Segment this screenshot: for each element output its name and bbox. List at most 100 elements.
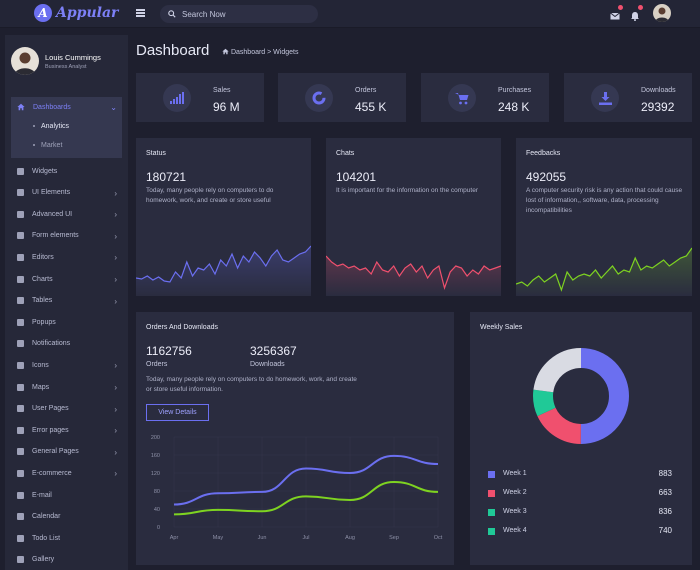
tables-icon — [17, 297, 24, 305]
sidebar-item-maps[interactable]: Maps › — [17, 380, 117, 394]
ui-elements-icon — [17, 189, 24, 197]
sidebar-item-popups[interactable]: Popups — [17, 315, 117, 329]
menu-icon[interactable] — [136, 9, 145, 17]
sidebar-item-label: Widgets — [32, 167, 58, 175]
card-title: Feedbacks — [526, 150, 561, 157]
sidebar-item-e-commerce[interactable]: E-commerce › — [17, 466, 117, 480]
sidebar-item-editors[interactable]: Editors › — [17, 250, 117, 264]
sparkline-area — [516, 248, 692, 296]
sidebar-item-label: User Pages — [32, 405, 69, 413]
bell-icon[interactable] — [630, 5, 643, 21]
legend-swatch — [488, 471, 495, 478]
sidebar-item-label: Editors — [32, 253, 54, 261]
user-name: Louis Cummings — [45, 52, 101, 62]
e-commerce-icon — [17, 469, 24, 477]
y-tick-label: 80 — [154, 489, 160, 495]
card-title: Weekly Sales — [480, 324, 523, 331]
card-title: Orders And Downloads — [146, 324, 218, 331]
logo[interactable]: A Appular — [34, 4, 118, 22]
sidebar-item-calendar[interactable]: Calendar — [17, 510, 117, 524]
profile-avatar — [11, 47, 39, 75]
avatar[interactable] — [653, 4, 671, 22]
x-tick-label: May — [213, 535, 224, 541]
stat-card-purchases: Purchases 248 K — [421, 73, 549, 122]
home-icon[interactable] — [222, 48, 229, 57]
feedbacks-sparkline — [516, 247, 692, 296]
sidebar-item-ui-elements[interactable]: UI Elements › — [17, 186, 117, 200]
breadcrumb-text: Dashboard > Widgets — [230, 49, 299, 56]
home-icon — [17, 103, 25, 111]
legend-swatch — [488, 528, 495, 535]
sidebar-item-charts[interactable]: Charts › — [17, 272, 117, 286]
y-tick-label: 40 — [154, 507, 160, 513]
stat-card-downloads: Downloads 29392 — [564, 73, 692, 122]
sidebar-item-dashboards[interactable]: Dashboards ⌄ — [17, 100, 117, 114]
orders-downloads-card: Orders And Downloads 1162756 Orders 3256… — [136, 312, 454, 565]
donut-slice-3 — [533, 348, 629, 444]
view-details-button[interactable]: View Details — [146, 404, 209, 421]
sidebar-item-error-pages[interactable]: Error pages › — [17, 423, 117, 437]
series-line-2 — [173, 480, 439, 516]
legend-item: Week 2 663 — [488, 488, 680, 500]
sidebar-item-widgets[interactable]: Widgets — [17, 164, 117, 178]
sidebar-item-form-elements[interactable]: Form elements › — [17, 229, 117, 243]
sidebar-item-label: Notifications — [32, 340, 71, 348]
legend-label: Week 4 — [503, 527, 527, 534]
cart-icon — [448, 84, 476, 112]
sidebar-item-gallery[interactable]: Gallery — [17, 553, 117, 567]
orders-value: 1162756 — [146, 344, 192, 358]
sparkline-line — [516, 247, 692, 292]
orders-line-chart: 0 40 80 120 160 200 Apr May Jun Jul Aug Sep Oct — [151, 435, 443, 541]
chevron-down-icon: ⌄ — [110, 103, 117, 112]
sidebar-item-label: Error pages — [32, 426, 69, 434]
y-tick-label: 0 — [157, 525, 160, 531]
sidebar-item-label: Gallery — [32, 556, 55, 564]
stat-value: 29392 — [641, 100, 675, 114]
legend-swatch — [488, 490, 495, 497]
sidebar-item-advanced-ui[interactable]: Advanced UI › — [17, 207, 117, 221]
sidebar-item-general-pages[interactable]: General Pages › — [17, 445, 117, 459]
sidebar-item-label: Calendar — [32, 513, 61, 521]
sidebar-item-label: Form elements — [32, 232, 79, 240]
sidebar-item-tables[interactable]: Tables › — [17, 294, 117, 308]
stat-value: 455 K — [355, 100, 387, 114]
user-profile[interactable]: Louis Cummings Business Analyst — [11, 47, 101, 75]
stat-card-orders: Orders 455 K — [278, 73, 406, 122]
sidebar-sub-market[interactable]: Market — [33, 142, 62, 149]
search-input[interactable]: Search Now — [160, 5, 318, 23]
card-description: Today, many people rely on computers to … — [146, 187, 274, 204]
stat-value: 96 M — [213, 100, 240, 114]
chevron-right-icon: › — [114, 426, 117, 436]
sidebar-item-label: E-commerce — [32, 469, 72, 477]
chevron-right-icon: › — [114, 275, 117, 284]
stat-value: 248 K — [498, 100, 530, 114]
sidebar-item-e-mail[interactable]: E-mail — [17, 488, 117, 502]
mail-icon[interactable] — [610, 5, 623, 20]
feedbacks-card: Feedbacks 492055 A computer security ris… — [516, 138, 692, 296]
sidebar-item-label: Maps — [32, 383, 50, 391]
x-tick-label: Sep — [389, 535, 399, 541]
chevron-right-icon: › — [114, 361, 117, 371]
e-mail-icon — [17, 491, 24, 499]
sidebar-item-icons[interactable]: Icons › — [17, 358, 117, 372]
legend-item: Week 1 883 — [488, 469, 680, 481]
sidebar-item-todo-list[interactable]: Todo List — [17, 531, 117, 545]
search-icon — [168, 10, 176, 18]
editors-icon — [17, 253, 24, 261]
donut-slice-4 — [533, 348, 629, 444]
sidebar-item-notifications[interactable]: Notifications — [17, 337, 117, 351]
donut-icon — [305, 84, 333, 112]
form-elements-icon — [17, 232, 24, 240]
legend-value: 663 — [658, 488, 672, 497]
chevron-right-icon: › — [114, 231, 117, 241]
sidebar-sub-analytics[interactable]: Analytics — [33, 123, 69, 130]
chevron-right-icon: › — [114, 404, 117, 414]
legend-value: 836 — [658, 507, 672, 516]
gallery-icon — [17, 556, 24, 564]
page-title: Dashboard — [136, 42, 210, 59]
logo-mark: A — [34, 4, 52, 22]
chats-sparkline — [326, 255, 501, 296]
legend-value: 883 — [658, 469, 672, 478]
sidebar-item-user-pages[interactable]: User Pages › — [17, 402, 117, 416]
sidebar-item-label: Popups — [32, 318, 56, 326]
